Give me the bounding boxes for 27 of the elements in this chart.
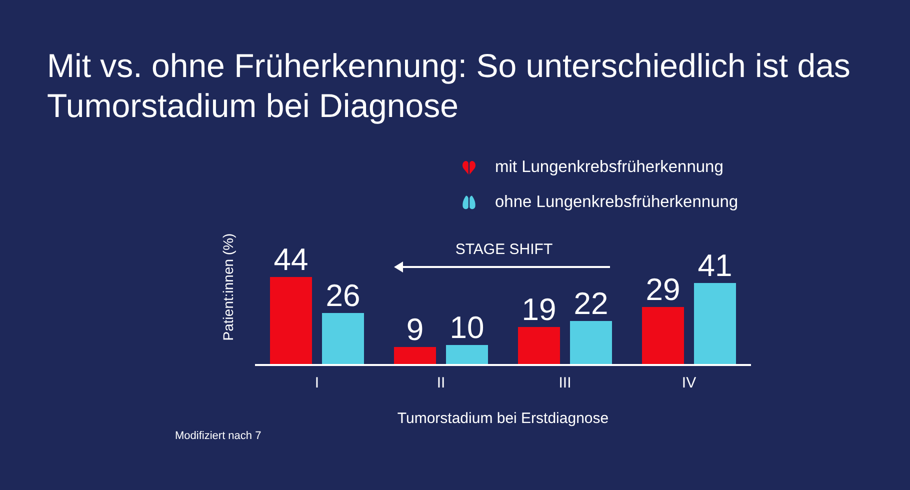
- x-tick-label: IV: [682, 374, 696, 392]
- data-label: 26: [326, 278, 360, 313]
- data-label: 9: [406, 312, 424, 347]
- bar: [446, 345, 488, 365]
- bar: [394, 347, 436, 365]
- data-label: 41: [698, 248, 732, 283]
- data-label: 29: [646, 272, 680, 307]
- data-label: 19: [522, 292, 556, 327]
- bar: [694, 283, 736, 365]
- bar: [642, 307, 684, 365]
- bar: [518, 327, 560, 365]
- y-axis-title: Patient:innen (%): [220, 233, 236, 341]
- bar: [270, 277, 312, 365]
- chart-title: Mit vs. ohne Früherkennung: So unterschiedlich ist das Tumorstadium bei Diagnose: [47, 46, 852, 126]
- text: Modifiziert nach 7: [175, 430, 262, 442]
- bar: [322, 313, 364, 365]
- data-label: 10: [450, 310, 484, 345]
- bar: [570, 321, 612, 365]
- text: STAGE SHIFT: [454, 241, 554, 258]
- x-axis-title: Tumorstadium bei Erstdiagnose: [397, 410, 609, 427]
- legend-label: mit Lungenkrebsfrüherkennung: [495, 158, 724, 177]
- data-label: 44: [274, 242, 308, 277]
- x-tick-label: I: [314, 374, 320, 392]
- data-label: 22: [574, 286, 608, 321]
- legend-label: ohne Lungenkrebsfrüherkennung: [495, 193, 738, 212]
- x-tick-label: III: [558, 374, 572, 392]
- x-tick-label: II: [436, 374, 446, 392]
